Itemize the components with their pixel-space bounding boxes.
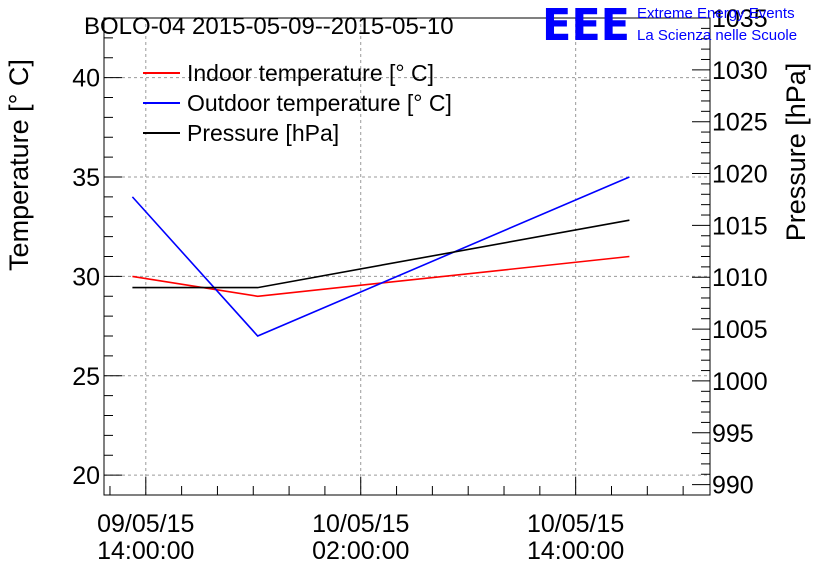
series-line-outdoor-temperature-c: [131, 176, 630, 337]
series-line-pressure-hpa: [132, 219, 630, 289]
y-right-tick-label: 990: [712, 472, 754, 500]
legend-entry-label: Pressure [hPa]: [187, 120, 339, 146]
series-line-indoor-temperature-c: [132, 255, 630, 298]
y-left-tick-label: 40: [72, 65, 100, 93]
legend: Indoor temperature [° C] Outdoor temperat…: [143, 60, 452, 146]
y-left-axis-label: Temperature [° C]: [4, 59, 34, 271]
y-right-axis-label: Pressure [hPa]: [781, 63, 811, 242]
chart-title: BOLO-04 2015-05-09--2015-05-10: [84, 13, 454, 40]
x-tick-label-time: 14:00:00: [527, 537, 624, 565]
x-tick-label-time: 02:00:00: [312, 537, 409, 565]
eee-logo: EEE Extreme Energy Events La Scienza nel…: [542, 0, 797, 51]
y-left-tick-label: 30: [72, 263, 100, 291]
series-lines: [131, 176, 630, 337]
y-right-tick-label: 995: [712, 420, 754, 448]
y-left-tick-label: 35: [72, 164, 100, 192]
eee-logo-line2: La Scienza nelle Scuole: [637, 27, 797, 44]
x-tick-label-date: 09/05/15: [97, 510, 194, 538]
x-tick-label-date: 10/05/15: [312, 510, 409, 538]
y-right-tick-label: 1010: [712, 264, 768, 292]
eee-logo-mark: EEE: [542, 0, 630, 51]
y-right-tick-label: 1005: [712, 316, 768, 344]
grid-lines: [104, 18, 710, 495]
y-right-tick-label: 1000: [712, 368, 768, 396]
y-right-tick-label: 1025: [712, 109, 768, 137]
y-right-tick-label: 1020: [712, 161, 768, 189]
legend-entry-label: Indoor temperature [° C]: [187, 60, 434, 86]
y-left-tick-label: 20: [72, 462, 100, 490]
x-tick-label-time: 14:00:00: [97, 537, 194, 565]
y-right-tick-label: 1035: [712, 5, 768, 33]
y-right-tick-label: 1030: [712, 57, 768, 85]
axis-ticks: 20 25 30 35 40 990 995 1000 1005 1010 1015 1020 1025…: [72, 5, 767, 565]
eee-logo-line1: Extreme Energy Events: [637, 5, 795, 22]
y-left-tick-label: 25: [72, 363, 100, 391]
legend-entry-label: Outdoor temperature [° C]: [187, 90, 452, 116]
x-tick-label-date: 10/05/15: [527, 510, 624, 538]
y-right-tick-label: 1015: [712, 212, 768, 240]
